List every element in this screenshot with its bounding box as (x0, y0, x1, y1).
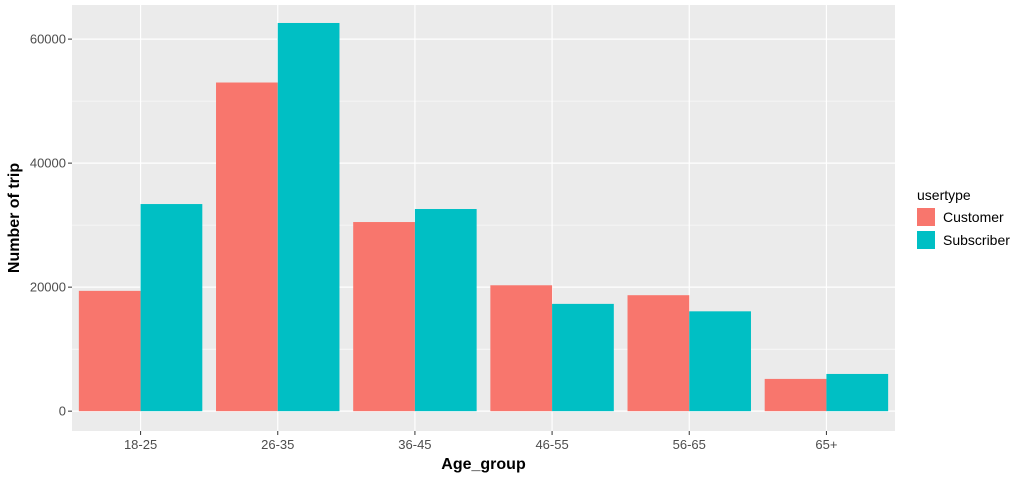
x-tick-label: 36-45 (398, 437, 431, 452)
bars (78, 22, 889, 412)
x-axis: 18-25 26-35 36-45 46-55 56-65 65+ (124, 431, 837, 452)
y-tick-label: 0 (59, 404, 66, 419)
legend-label-customer: Customer (943, 209, 1004, 225)
bar-customer-36-45 (353, 222, 415, 412)
x-tick-label: 46-55 (535, 437, 568, 452)
legend-key-subscriber (917, 231, 935, 249)
x-tick-label: 65+ (815, 437, 837, 452)
bar-subscriber-46-55 (552, 303, 614, 412)
y-tick-label: 40000 (30, 156, 66, 171)
bar-subscriber-65plus (826, 373, 889, 412)
y-axis-title: Number of trip (6, 163, 23, 273)
x-tick-label: 56-65 (673, 437, 706, 452)
x-axis-title: Age_group (441, 456, 526, 473)
legend-label-subscriber: Subscriber (943, 232, 1010, 248)
bar-subscriber-36-45 (414, 209, 477, 412)
plot-panel (72, 5, 895, 431)
legend: usertype Customer Subscriber (917, 187, 1010, 249)
y-tick-label: 60000 (30, 32, 66, 47)
minor-gridlines (72, 100, 895, 350)
bar-customer-46-55 (490, 285, 553, 412)
x-tick-label: 26-35 (261, 437, 294, 452)
bar-subscriber-26-35 (277, 22, 340, 412)
legend-key-customer (917, 208, 935, 226)
y-tick-label: 20000 (30, 280, 66, 295)
bar-customer-56-65 (627, 295, 690, 412)
bar-customer-65plus (764, 378, 827, 412)
bar-subscriber-56-65 (689, 311, 751, 412)
y-axis: 0 20000 40000 60000 (30, 32, 72, 419)
x-tick-label: 18-25 (124, 437, 157, 452)
bar-subscriber-18-25 (140, 204, 203, 412)
bar-customer-26-35 (216, 82, 278, 412)
legend-title: usertype (917, 187, 971, 203)
bar-customer-18-25 (78, 290, 141, 412)
